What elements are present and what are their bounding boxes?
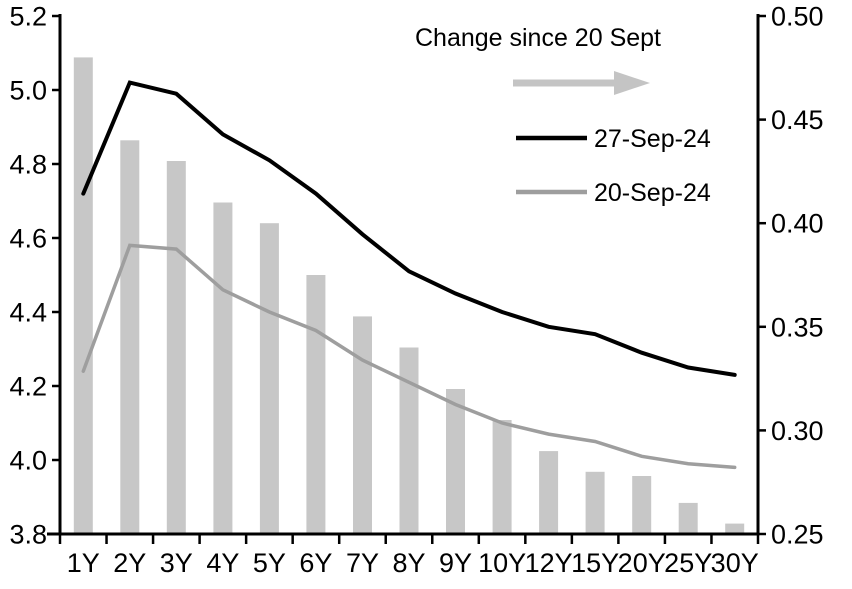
bar (120, 140, 140, 535)
y-axis-tick-label-right: 0.30 (771, 416, 824, 446)
y-axis-tick-label-right: 0.50 (771, 2, 824, 32)
change-arrow-icon (513, 71, 650, 95)
bar (678, 502, 698, 534)
line-27sep (81, 80, 737, 377)
x-axis-category-label: 2Y (113, 548, 146, 578)
arrow-head (614, 71, 650, 95)
legend-item-27sep: 27-Sep-24 (516, 125, 711, 153)
y-axis-tick-label-left: 5.0 (9, 76, 47, 106)
x-axis-category-label: 5Y (253, 548, 286, 578)
bar (306, 275, 326, 534)
bar (399, 347, 419, 534)
x-axis-category-label: 7Y (346, 548, 379, 578)
y-axis-tick-label-right: 0.40 (771, 209, 824, 239)
line-series-20sep (81, 243, 737, 470)
x-axis-category-label: 25Y (664, 548, 712, 578)
x-axis-category-label: 4Y (206, 548, 239, 578)
legend-title: Change since 20 Sept (415, 24, 661, 52)
bar (353, 316, 372, 534)
x-axis-category-label: 15Y (571, 548, 619, 578)
x-axis-category-label: 9Y (439, 548, 472, 578)
x-axis-category-label: 20Y (618, 548, 666, 578)
x-axis-category-label: 8Y (392, 548, 425, 578)
y-axis-tick-label-left: 4.2 (9, 372, 47, 402)
y-axis-tick-label-left: 3.8 (9, 520, 47, 550)
legend: Change since 20 Sept 27-Sep-24 20-Sep-24 (415, 24, 711, 207)
x-axis-category-label: 6Y (299, 548, 332, 578)
x-axis-category-label: 10Y (478, 548, 526, 578)
y-axis-tick-label-left: 4.6 (9, 224, 47, 254)
bar (259, 223, 279, 534)
line-20sep (81, 243, 737, 470)
bar (585, 471, 605, 534)
x-axis-category-label: 12Y (525, 548, 573, 578)
bar (73, 57, 93, 535)
bar (539, 451, 559, 534)
bar (632, 476, 652, 534)
x-axis-category-label: 1Y (67, 548, 100, 578)
bar (166, 161, 186, 534)
axes (47, 14, 766, 544)
x-axis-category-label: 3Y (160, 548, 193, 578)
y-axis-tick-label-left: 4.0 (9, 446, 47, 476)
legend-label-20sep: 20-Sep-24 (594, 179, 711, 207)
legend-item-20sep: 20-Sep-24 (516, 179, 711, 207)
y-axis-tick-label-right: 0.35 (771, 312, 824, 342)
x-axis-category-label: 30Y (711, 548, 759, 578)
bar (446, 389, 465, 534)
bar (492, 420, 512, 534)
y-axis-labels-left: 5.2 5.0 4.8 4.6 4.4 4.2 4.0 3.8 (9, 2, 47, 550)
bar (725, 523, 745, 534)
y-axis-tick-label-left: 5.2 (9, 2, 47, 32)
bar (213, 202, 233, 534)
y-axis-tick-label-left: 4.4 (9, 298, 47, 328)
line-series-27sep (81, 80, 737, 377)
y-axis-tick-label-left: 4.8 (9, 150, 47, 180)
y-axis-tick-label-right: 0.25 (771, 520, 824, 550)
legend-label-27sep: 27-Sep-24 (594, 125, 711, 153)
y-axis-tick-label-right: 0.45 (771, 105, 824, 135)
y-axis-labels-right: 0.50 0.45 0.40 0.35 0.30 0.25 (771, 2, 824, 550)
